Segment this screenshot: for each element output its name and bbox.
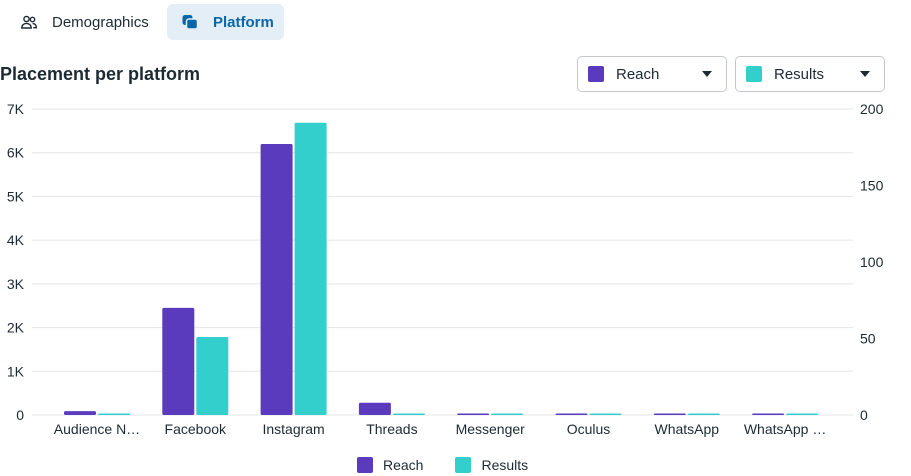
tab-platform[interactable]: Platform (167, 4, 284, 40)
y-right-tick-label: 50 (860, 331, 876, 347)
y-right-tick-label: 200 (860, 101, 884, 117)
y-right-tick-label: 0 (860, 407, 868, 423)
bar-reach (555, 413, 588, 415)
legend-swatch-reach (357, 457, 373, 473)
legend-label-reach: Reach (383, 457, 424, 473)
legend-swatch-results (455, 457, 472, 473)
bar-reach (64, 411, 96, 415)
people-icon (20, 13, 38, 31)
y-left-tick-label: 0 (16, 407, 24, 423)
x-tick-label: Oculus (567, 421, 611, 437)
reach-dropdown-label: Reach (616, 65, 660, 83)
x-tick-label: Threads (366, 421, 417, 437)
x-tick-label: WhatsApp … (744, 421, 826, 437)
chart-legend: Reach Results (357, 456, 560, 474)
bar-reach (653, 413, 686, 415)
bar-reach (752, 413, 785, 415)
bar-results (196, 336, 229, 415)
results-swatch (746, 66, 762, 82)
x-tick-label: Audience N… (54, 421, 140, 437)
y-left-tick-label: 7K (7, 101, 25, 117)
legend-item-results[interactable]: Results (455, 457, 528, 473)
bar-reach (162, 307, 195, 415)
bar-results (491, 413, 524, 415)
platform-icon (181, 13, 199, 31)
bar-reach (260, 143, 293, 415)
caret-down-icon (702, 71, 712, 77)
caret-down-icon (860, 71, 870, 77)
y-left-tick-label: 3K (7, 276, 25, 292)
y-left-tick-label: 1K (7, 363, 25, 379)
bar-results (98, 413, 130, 415)
y-left-tick-label: 6K (7, 145, 25, 161)
page-title: Placement per platform (0, 64, 201, 84)
bar-reach (457, 413, 490, 415)
tab-platform-label: Platform (213, 13, 274, 31)
x-tick-label: Facebook (165, 421, 227, 437)
x-tick-label: Messenger (456, 421, 526, 437)
y-right-tick-label: 150 (860, 178, 884, 194)
bar-results (589, 413, 622, 415)
tab-demographics-label: Demographics (52, 13, 149, 31)
y-left-tick-label: 5K (7, 188, 25, 204)
y-left-tick-label: 4K (7, 232, 25, 248)
x-tick-label: Instagram (262, 421, 324, 437)
reach-swatch (588, 66, 604, 82)
legend-label-results: Results (481, 457, 529, 473)
y-right-tick-label: 100 (860, 254, 884, 270)
bar-results (294, 122, 327, 416)
results-dropdown-label: Results (774, 65, 825, 83)
reach-metric-dropdown[interactable]: Reach (577, 56, 727, 92)
results-metric-dropdown[interactable]: Results (735, 56, 885, 92)
bar-results (687, 413, 720, 415)
bar-results (392, 413, 425, 415)
tab-demographics[interactable]: Demographics (8, 4, 158, 40)
tab-bar: Demographics Platform (0, 4, 400, 40)
legend-item-reach[interactable]: Reach (357, 457, 423, 473)
x-tick-label: WhatsApp (655, 421, 720, 437)
bar-reach (358, 402, 391, 415)
bar-results (786, 413, 819, 415)
y-left-tick-label: 2K (7, 320, 25, 336)
